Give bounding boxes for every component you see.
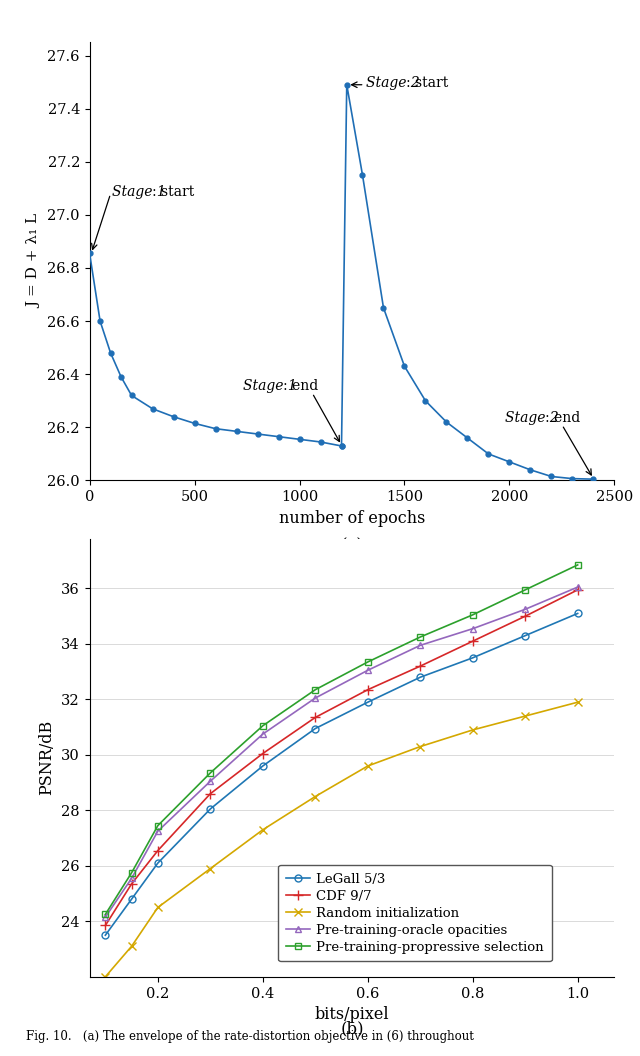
CDF 9/7 bbox=[364, 683, 372, 696]
Pre-training-propressive selection bbox=[259, 719, 267, 732]
CDF 9/7 bbox=[522, 610, 529, 623]
Pre-training-oracle opacities bbox=[154, 825, 162, 837]
Text: : end: : end bbox=[545, 411, 580, 426]
LeGall 5/3 bbox=[207, 803, 214, 815]
Pre-training-propressive selection bbox=[364, 656, 372, 668]
CDF 9/7 bbox=[417, 660, 424, 673]
Pre-training-propressive selection bbox=[128, 867, 136, 880]
Pre-training-oracle opacities bbox=[102, 911, 109, 924]
Text: : end: : end bbox=[283, 379, 318, 393]
CDF 9/7 bbox=[259, 748, 267, 760]
Pre-training-propressive selection bbox=[417, 630, 424, 643]
Pre-training-propressive selection bbox=[154, 819, 162, 832]
LeGall 5/3 bbox=[154, 856, 162, 869]
Text: : start: : start bbox=[406, 76, 448, 91]
LeGall 5/3 bbox=[522, 629, 529, 642]
LeGall 5/3 bbox=[417, 671, 424, 683]
Line: LeGall 5/3: LeGall 5/3 bbox=[102, 610, 581, 939]
Text: : start: : start bbox=[152, 185, 194, 200]
Pre-training-oracle opacities bbox=[469, 622, 477, 635]
Random initialization bbox=[102, 970, 109, 983]
Y-axis label: PSNR/dB: PSNR/dB bbox=[38, 720, 56, 795]
Text: Fig. 10.   (a) The envelope of the rate-distortion objective in (6) throughout: Fig. 10. (a) The envelope of the rate-di… bbox=[26, 1030, 474, 1042]
Pre-training-oracle opacities bbox=[522, 603, 529, 616]
Pre-training-propressive selection bbox=[312, 683, 319, 696]
Pre-training-propressive selection bbox=[207, 767, 214, 779]
Random initialization bbox=[417, 740, 424, 753]
Pre-training-oracle opacities bbox=[128, 872, 136, 885]
Random initialization bbox=[574, 696, 582, 709]
CDF 9/7 bbox=[207, 788, 214, 800]
Text: (b): (b) bbox=[340, 1021, 364, 1038]
LeGall 5/3 bbox=[364, 696, 372, 709]
LeGall 5/3 bbox=[574, 607, 582, 620]
Text: (a): (a) bbox=[340, 538, 364, 554]
X-axis label: bits/pixel: bits/pixel bbox=[315, 1006, 389, 1023]
LeGall 5/3 bbox=[469, 652, 477, 664]
CDF 9/7 bbox=[312, 711, 319, 723]
LeGall 5/3 bbox=[128, 892, 136, 905]
Line: Pre-training-propressive selection: Pre-training-propressive selection bbox=[102, 562, 580, 918]
Pre-training-oracle opacities bbox=[574, 581, 582, 593]
LeGall 5/3 bbox=[259, 759, 267, 772]
Y-axis label: J = D + λ₁ L: J = D + λ₁ L bbox=[28, 214, 42, 308]
Text: Stage 1: Stage 1 bbox=[243, 379, 296, 393]
Pre-training-propressive selection bbox=[469, 608, 477, 621]
Random initialization bbox=[207, 863, 214, 875]
Pre-training-oracle opacities bbox=[417, 639, 424, 652]
Pre-training-propressive selection bbox=[102, 908, 109, 921]
Legend: LeGall 5/3, CDF 9/7, Random initialization, Pre-training-oracle opacities, Pre-t: LeGall 5/3, CDF 9/7, Random initializati… bbox=[278, 865, 552, 961]
Pre-training-propressive selection bbox=[574, 559, 582, 571]
Text: Stage 1: Stage 1 bbox=[111, 185, 165, 200]
Random initialization bbox=[154, 901, 162, 913]
Text: Stage 2: Stage 2 bbox=[505, 411, 559, 426]
Line: CDF 9/7: CDF 9/7 bbox=[100, 585, 582, 930]
Random initialization bbox=[259, 824, 267, 836]
CDF 9/7 bbox=[128, 878, 136, 890]
CDF 9/7 bbox=[102, 919, 109, 931]
Random initialization bbox=[312, 790, 319, 803]
Random initialization bbox=[128, 940, 136, 953]
CDF 9/7 bbox=[469, 635, 477, 647]
LeGall 5/3 bbox=[312, 722, 319, 735]
X-axis label: number of epochs: number of epochs bbox=[279, 510, 425, 527]
Random initialization bbox=[364, 759, 372, 772]
Random initialization bbox=[522, 710, 529, 722]
Pre-training-oracle opacities bbox=[259, 728, 267, 740]
Random initialization bbox=[469, 723, 477, 736]
LeGall 5/3 bbox=[102, 929, 109, 942]
Pre-training-propressive selection bbox=[522, 584, 529, 597]
Line: Random initialization: Random initialization bbox=[101, 698, 582, 981]
Pre-training-oracle opacities bbox=[312, 692, 319, 704]
Pre-training-oracle opacities bbox=[207, 775, 214, 788]
Line: Pre-training-oracle opacities: Pre-training-oracle opacities bbox=[102, 584, 581, 921]
Pre-training-oracle opacities bbox=[364, 664, 372, 677]
CDF 9/7 bbox=[154, 844, 162, 856]
CDF 9/7 bbox=[574, 584, 582, 597]
Text: Stage 2: Stage 2 bbox=[365, 76, 419, 91]
